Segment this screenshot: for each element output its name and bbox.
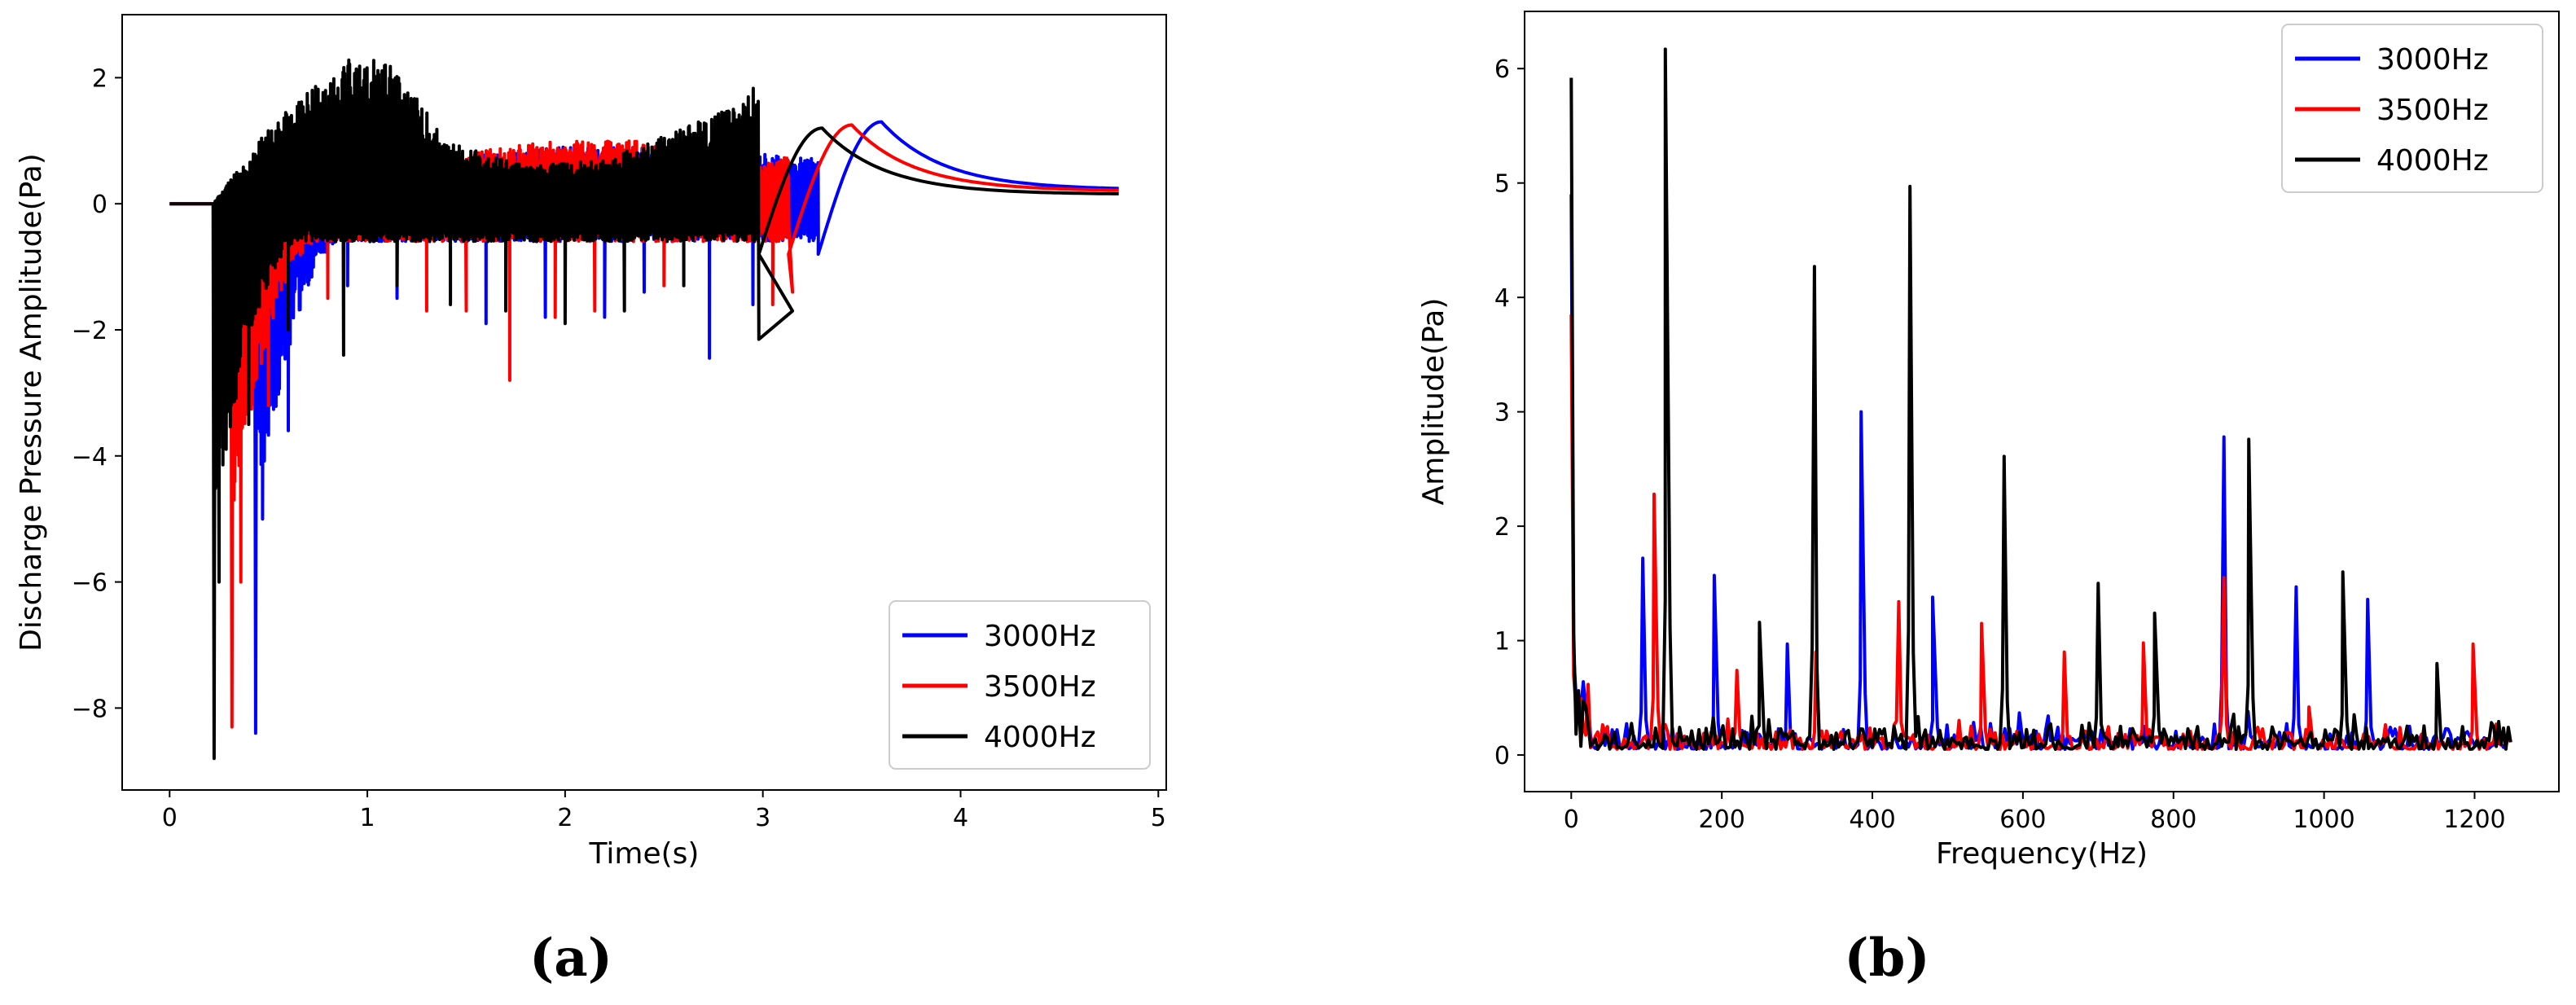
b-legend-label: 3000Hz bbox=[2376, 43, 2489, 77]
b-series-3500Hz bbox=[1569, 314, 2512, 751]
b-x-tick-label: 400 bbox=[1849, 805, 1895, 834]
a-legend bbox=[889, 600, 1151, 770]
chart-frequency-domain: 0 200 400 600 800 1000 1200 0 1 2 3 4 5 6 Frequency(Hz… bbox=[1417, 11, 2560, 989]
b-x-tick-label: 0 bbox=[1564, 805, 1579, 834]
b-x-tick-label: 600 bbox=[1999, 805, 2046, 834]
b-y-tick-label: 6 bbox=[1494, 55, 1510, 84]
a-panel-caption: (a) bbox=[529, 928, 612, 989]
a-x-tick-label: 4 bbox=[953, 804, 968, 832]
b-y-tick-label: 3 bbox=[1494, 399, 1510, 428]
b-y-tick-label: 4 bbox=[1494, 284, 1510, 313]
b-series-4000Hz bbox=[1569, 47, 2512, 751]
a-x-axis-label: Time(s) bbox=[589, 837, 700, 871]
b-y-axis-label: Amplitude(Pa) bbox=[1417, 298, 1450, 506]
b-legend bbox=[2281, 24, 2543, 193]
a-y-tick-label: 0 bbox=[92, 191, 108, 219]
b-series-3000Hz bbox=[1569, 194, 2512, 751]
a-legend-label: 4000Hz bbox=[984, 721, 1096, 754]
a-x-tick-label: 1 bbox=[360, 804, 375, 832]
b-y-tick-label: 1 bbox=[1494, 628, 1510, 656]
a-y-tick-label: −4 bbox=[72, 443, 108, 472]
b-panel-caption: (b) bbox=[1844, 928, 1929, 989]
a-x-tick-label: 0 bbox=[162, 804, 178, 832]
a-x-tick-label: 2 bbox=[557, 804, 573, 832]
a-plot-frame bbox=[121, 14, 1167, 791]
b-y-tick-label: 0 bbox=[1494, 742, 1510, 770]
a-y-tick-label: −8 bbox=[72, 695, 108, 723]
b-legend-label: 3500Hz bbox=[2376, 94, 2489, 127]
a-series-4000Hz bbox=[169, 58, 1119, 761]
a-legend-label: 3500Hz bbox=[984, 670, 1096, 704]
a-legend-label: 3000Hz bbox=[984, 620, 1096, 653]
b-plot-frame bbox=[1524, 11, 2560, 792]
a-x-tick-label: 3 bbox=[755, 804, 770, 832]
b-x-tick-label: 1000 bbox=[2293, 805, 2354, 834]
a-y-axis-label: Discharge Pressure Amplitude(Pa) bbox=[15, 153, 48, 652]
b-x-tick-label: 1200 bbox=[2443, 805, 2505, 834]
b-x-tick-label: 800 bbox=[2150, 805, 2196, 834]
b-x-tick-label: 200 bbox=[1699, 805, 1745, 834]
b-y-tick-label: 5 bbox=[1494, 170, 1510, 199]
chart-time-domain: 0 1 2 3 4 5 −8 −6 −4 −2 0 2 Time(s) Discharge Pressur… bbox=[15, 14, 1167, 989]
a-x-tick-label: 5 bbox=[1151, 804, 1166, 832]
a-y-tick-label: −6 bbox=[72, 569, 108, 598]
b-y-tick-label: 2 bbox=[1494, 513, 1510, 542]
b-legend-label: 4000Hz bbox=[2376, 144, 2489, 178]
a-y-tick-label: −2 bbox=[72, 317, 108, 345]
b-x-axis-label: Frequency(Hz) bbox=[1936, 837, 2148, 871]
a-y-tick-label: 2 bbox=[92, 64, 108, 93]
